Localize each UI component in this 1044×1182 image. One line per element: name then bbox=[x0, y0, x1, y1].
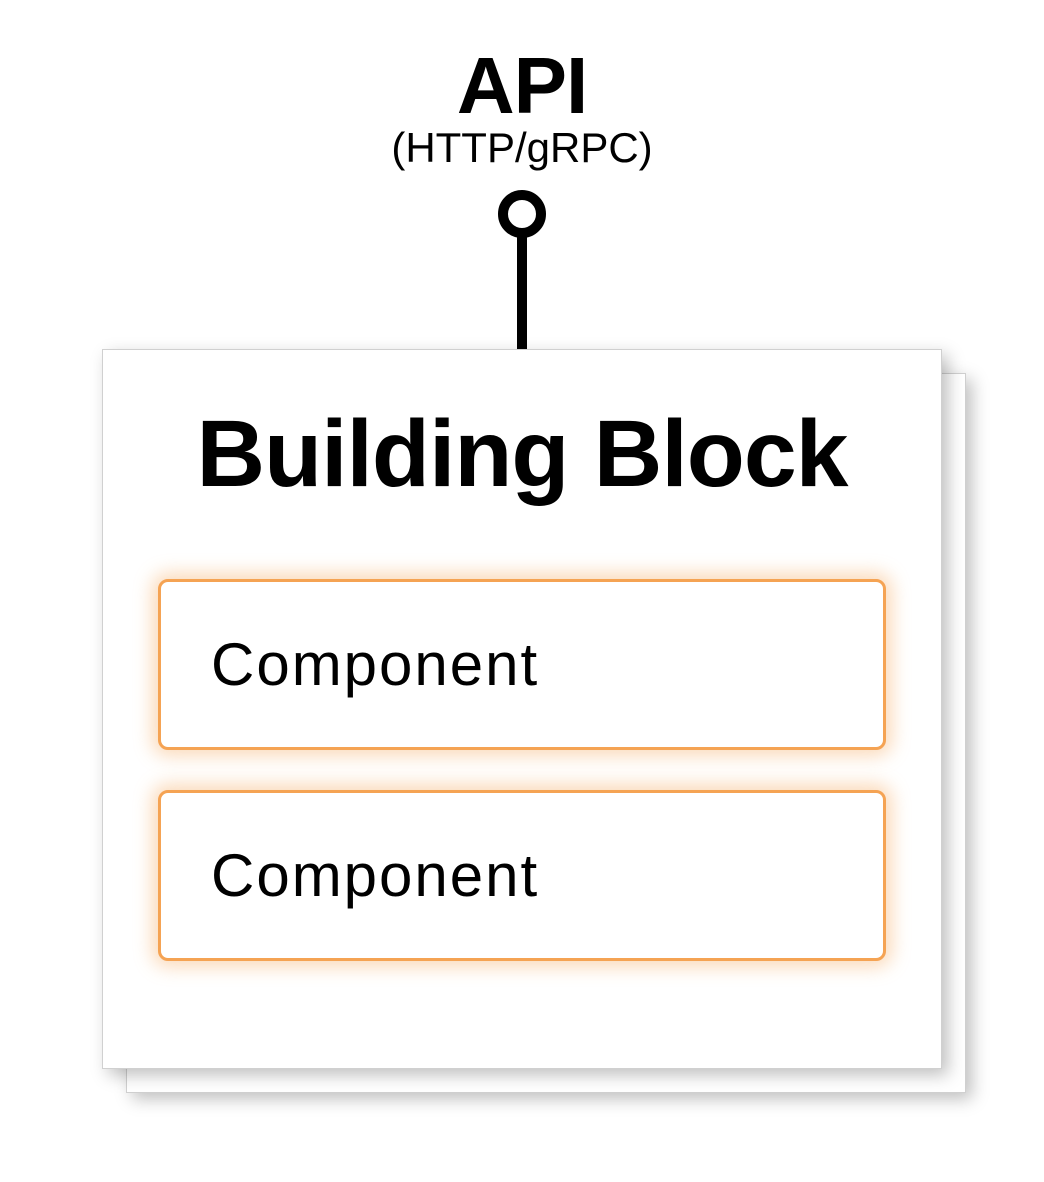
building-block-front: Building Block Component Component bbox=[102, 349, 942, 1069]
component-label: Component bbox=[211, 841, 833, 910]
diagram-container: API (HTTP/gRPC) Building Block Component… bbox=[102, 40, 942, 1069]
building-block-title: Building Block bbox=[158, 400, 886, 509]
connector-circle-icon bbox=[498, 190, 546, 238]
component-box: Component bbox=[158, 579, 886, 750]
api-title: API bbox=[457, 40, 587, 132]
building-block-stack: Building Block Component Component bbox=[102, 349, 942, 1069]
component-label: Component bbox=[211, 630, 833, 699]
connector bbox=[498, 190, 546, 351]
component-box: Component bbox=[158, 790, 886, 961]
connector-line-icon bbox=[517, 236, 527, 351]
api-subtitle: (HTTP/gRPC) bbox=[391, 124, 652, 172]
